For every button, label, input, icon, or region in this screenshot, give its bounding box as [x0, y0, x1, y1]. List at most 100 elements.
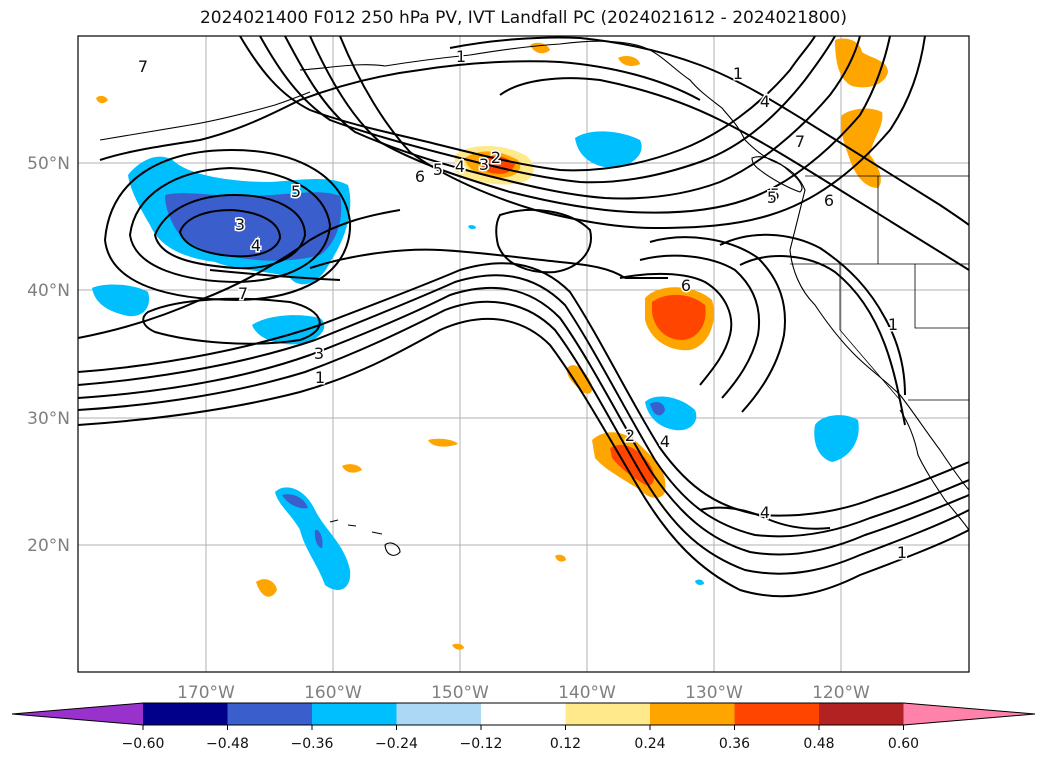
- lon-label: 120°W: [812, 683, 870, 703]
- contour-ridge-2: [449, 36, 969, 226]
- contour-ridge-3: [719, 233, 906, 396]
- contour-4: [78, 274, 969, 538]
- contour-1-outer: [78, 317, 969, 598]
- contour-label: 4: [455, 157, 465, 176]
- lat-label: 20°N: [27, 536, 70, 556]
- colorbar-tick-label: −0.48: [206, 736, 249, 752]
- colorbar-tick-label: 0.60: [888, 736, 919, 752]
- state-border-2: [839, 264, 901, 401]
- contour-north-4: [284, 36, 861, 200]
- contour-label: 2: [625, 426, 635, 445]
- contour-label: 7: [238, 284, 248, 303]
- colorbar-tick-label: 0.24: [634, 736, 665, 752]
- contour-low-closed-4: [103, 148, 352, 302]
- shade-blue-tiny-2: [695, 579, 704, 585]
- colorbar-tick-label: −0.60: [122, 736, 165, 752]
- map-frame: [77, 35, 970, 673]
- shade-blue-mid-inner: [650, 402, 665, 416]
- shade-orange-small-8: [555, 554, 566, 562]
- contour-north-3: [259, 36, 836, 184]
- contour-label: 1: [456, 47, 466, 66]
- contour-low-closed-3: [128, 166, 332, 284]
- contour-label: 5: [433, 160, 443, 179]
- bc-coast: [744, 139, 969, 491]
- colorbar-segment: [143, 703, 228, 725]
- shade-red-central: [652, 294, 706, 340]
- lon-label: 130°W: [685, 683, 743, 703]
- shade-blue-west-inner: [165, 192, 342, 261]
- shade-orange-small-6: [342, 464, 362, 473]
- colorbar-extend-high: [903, 703, 1035, 725]
- shade-blue-hawaii: [275, 487, 351, 590]
- contour-label: 1: [897, 543, 907, 562]
- colorbar-segment: [312, 703, 397, 725]
- contour-label: 5: [291, 182, 301, 201]
- shade-orange-small-1: [566, 365, 593, 394]
- lat-label: 40°N: [27, 281, 70, 301]
- contour-label: 3: [479, 155, 489, 174]
- contour-label: 7: [795, 132, 805, 151]
- lon-label: 170°W: [177, 683, 235, 703]
- shade-orange-bc: [835, 38, 888, 88]
- contour-label: 4: [760, 92, 770, 111]
- contour-trough-3: [649, 236, 786, 413]
- contour-ridge-4: [739, 255, 906, 426]
- lat-label: 50°N: [27, 154, 70, 174]
- shade-orange-small-7: [256, 579, 277, 597]
- pv-contours: [78, 36, 969, 598]
- shade-blue-hawaii-inner: [282, 494, 308, 509]
- vancouver-island: [751, 156, 803, 193]
- contour-3: [78, 286, 969, 556]
- contour-north-2: [239, 36, 816, 172]
- shade-blue-small-1: [92, 284, 150, 317]
- contour-closed-south: [142, 297, 321, 345]
- contour-label: 4: [660, 432, 670, 451]
- shade-blue-socal: [814, 415, 859, 462]
- shade-orange-small-9: [452, 643, 464, 650]
- contour-6: [78, 209, 401, 339]
- contour-north-6: [339, 36, 926, 230]
- colorbar-tick-label: −0.12: [460, 736, 503, 752]
- colorbar-segment: [819, 703, 904, 725]
- contour-label: 3: [235, 215, 245, 234]
- longitude-labels: 170°W 160°W 150°W 140°W 130°W 120°W: [177, 683, 870, 703]
- colorbar-extend-low: [12, 703, 143, 725]
- contour-trough-1: [619, 272, 733, 386]
- contour-label: 4: [251, 236, 261, 255]
- colorbar-segment: [734, 703, 820, 725]
- shade-orange-small-3: [618, 56, 640, 66]
- shade-orange-small-5: [428, 438, 458, 447]
- contour-low-closed-2: [178, 208, 282, 258]
- contour-low-closed-1: [153, 193, 307, 270]
- contour-label: 6: [681, 276, 691, 295]
- contour-label: 3: [314, 344, 324, 363]
- colorbar: −0.60 −0.48 −0.36 −0.24 −0.12 0.12 0.24 0.36 0.4…: [11, 702, 1036, 752]
- contour-label: 6: [824, 191, 834, 210]
- alaska-coast: [299, 40, 746, 141]
- latitude-labels: 50°N 40°N 30°N 20°N: [27, 154, 70, 556]
- lat-label: 30°N: [27, 409, 70, 429]
- colorbar-segment: [396, 703, 482, 725]
- contour-north-1: [99, 60, 701, 161]
- colorbar-tick-label: 0.12: [550, 736, 581, 752]
- hawaii-islands: [329, 519, 401, 556]
- contour-trough-2: [639, 254, 761, 399]
- colorbar-tick-label: 0.36: [719, 736, 750, 752]
- map-title: 2024021400 F012 250 hPa PV, IVT Landfall…: [199, 8, 847, 28]
- shade-orange-small-4: [96, 95, 108, 104]
- contour-label: 7: [138, 57, 148, 76]
- contour-label: 1: [733, 64, 743, 83]
- contour-label: 5: [770, 185, 780, 204]
- state-border-3: [914, 264, 969, 329]
- contour-mid-1: [309, 248, 626, 279]
- lon-label: 150°W: [431, 683, 489, 703]
- contour-ridge-1: [499, 77, 969, 271]
- colorbar-segment: [650, 703, 735, 725]
- colorbar-tick-label: 0.48: [803, 736, 834, 752]
- map-plot-area: [78, 36, 969, 672]
- contour-2: [78, 300, 969, 575]
- colorbar-tick-label: −0.36: [291, 736, 334, 752]
- contour-label: 2: [491, 148, 501, 167]
